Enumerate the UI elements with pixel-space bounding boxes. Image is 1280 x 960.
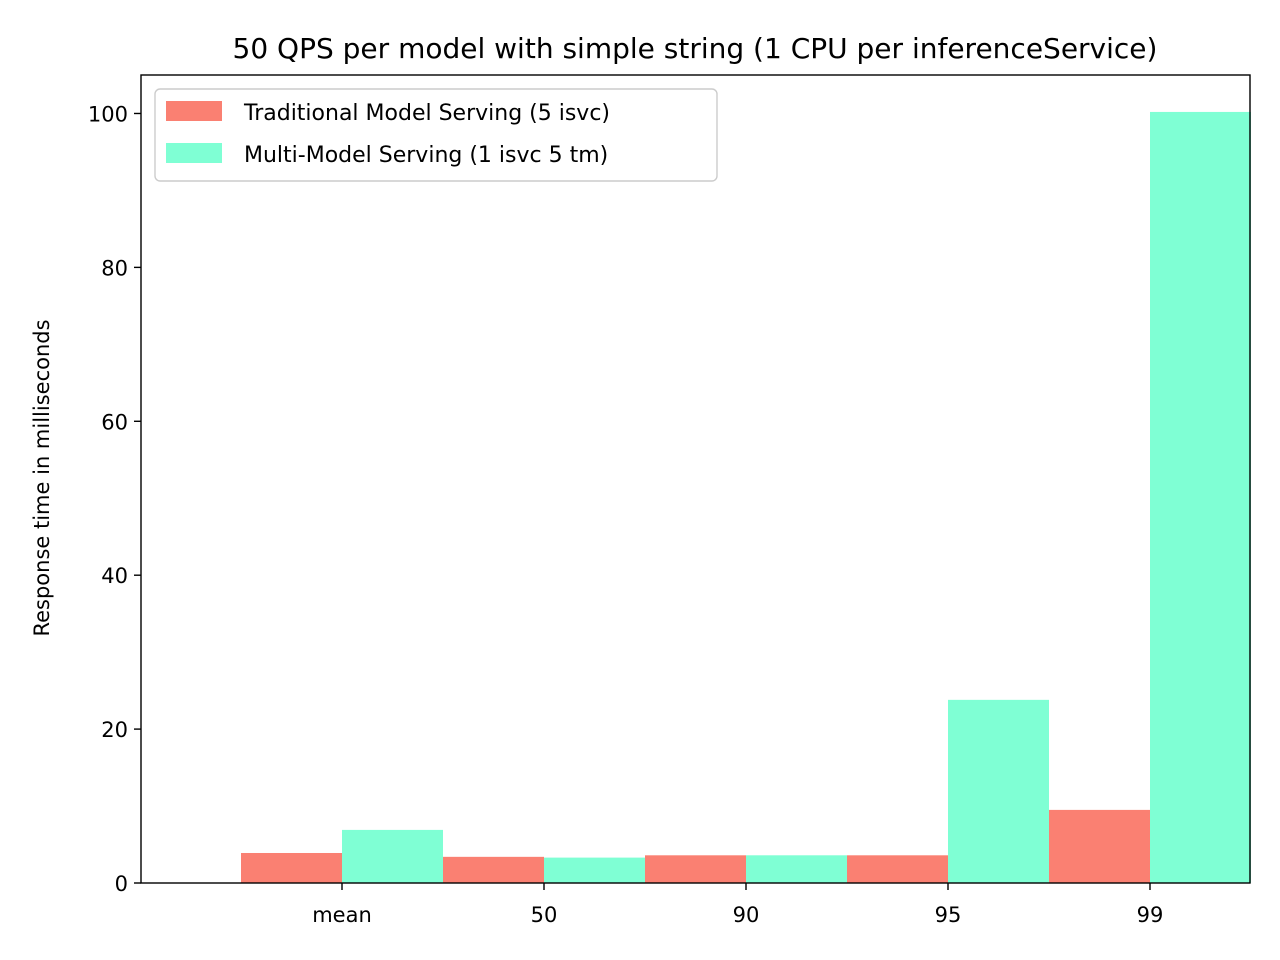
legend-swatch-traditional bbox=[166, 101, 222, 121]
bar-traditional-model-serving-5-isvc-90 bbox=[645, 855, 746, 883]
x-tick-label-50: 50 bbox=[531, 903, 558, 927]
legend-swatch-multi-model bbox=[166, 143, 222, 163]
y-tick-label-40: 40 bbox=[101, 564, 128, 588]
y-tick-label-20: 20 bbox=[101, 718, 128, 742]
bars-group bbox=[241, 111, 1251, 884]
y-tick-label-100: 100 bbox=[88, 102, 128, 126]
x-tick-label-95: 95 bbox=[935, 903, 962, 927]
bar-traditional-model-serving-5-isvc-95 bbox=[847, 855, 948, 883]
bar-multi-model-serving-1-isvc-5-tm-mean bbox=[342, 829, 443, 883]
plot-frame bbox=[140, 74, 1251, 884]
chart-title: 50 QPS per model with simple string (1 C… bbox=[233, 32, 1158, 65]
y-axis-label: Response time in milliseconds bbox=[30, 319, 54, 636]
legend-label-traditional: Traditional Model Serving (5 isvc) bbox=[243, 101, 610, 126]
bar-multi-model-serving-1-isvc-5-tm-90 bbox=[746, 855, 847, 883]
bar-traditional-model-serving-5-isvc-99 bbox=[1049, 809, 1150, 883]
y-tick-label-60: 60 bbox=[101, 410, 128, 434]
x-ticks-group: mean 50 90 95 99 bbox=[312, 883, 1163, 927]
y-ticks-group: 0 20 40 60 80 100 bbox=[88, 102, 141, 896]
x-tick-label-99: 99 bbox=[1137, 903, 1164, 927]
bar-multi-model-serving-1-isvc-5-tm-95 bbox=[948, 699, 1049, 883]
bar-traditional-model-serving-5-isvc-mean bbox=[241, 852, 342, 883]
bar-multi-model-serving-1-isvc-5-tm-99 bbox=[1150, 111, 1251, 884]
x-tick-label-90: 90 bbox=[733, 903, 760, 927]
legend-box bbox=[154, 88, 718, 182]
y-tick-label-80: 80 bbox=[101, 256, 128, 280]
bar-multi-model-serving-1-isvc-5-tm-50 bbox=[544, 857, 645, 883]
y-tick-label-0: 0 bbox=[115, 872, 128, 896]
x-tick-label-mean: mean bbox=[312, 903, 372, 927]
bar-traditional-model-serving-5-isvc-50 bbox=[443, 856, 544, 883]
legend-label-multi-model: Multi-Model Serving (1 isvc 5 tm) bbox=[244, 143, 608, 168]
legend: Traditional Model Serving (5 isvc) Multi… bbox=[154, 88, 718, 182]
